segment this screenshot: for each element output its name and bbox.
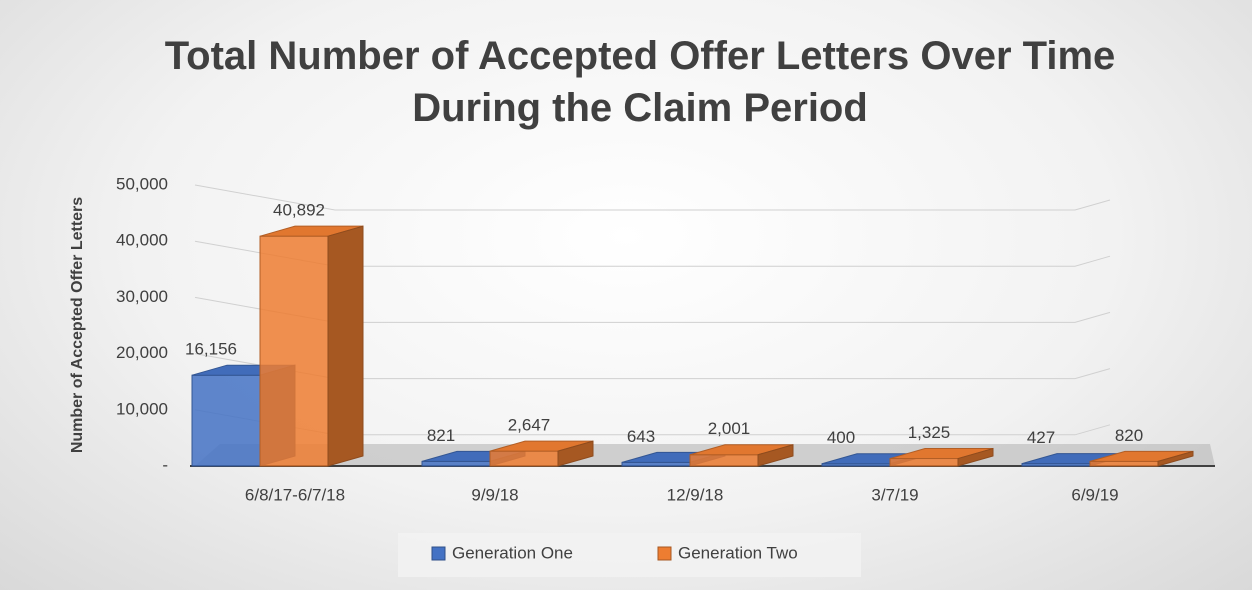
bar-side	[757, 444, 794, 467]
data-label: 1,325	[908, 423, 951, 442]
data-label: 400	[827, 428, 855, 447]
bar-side	[557, 440, 594, 467]
data-label: 2,001	[708, 419, 751, 438]
bar-front	[259, 235, 329, 467]
x-tick-label: 6/8/17-6/7/18	[245, 485, 345, 504]
chart-title: Total Number of Accepted Offer Letters O…	[164, 34, 1116, 130]
bar-front	[1089, 460, 1159, 467]
data-label: 820	[1115, 426, 1143, 445]
data-label: 821	[427, 426, 455, 445]
bar-side	[1157, 450, 1194, 467]
y-tick-label: 50,000	[116, 174, 168, 193]
data-label: 40,892	[273, 201, 325, 220]
x-tick-label: 9/9/18	[471, 485, 518, 504]
bar-side	[327, 225, 364, 467]
bar	[689, 444, 794, 467]
x-tick-label: 3/7/19	[871, 485, 918, 504]
bar	[489, 440, 594, 467]
legend-box	[398, 533, 861, 577]
data-label: 643	[627, 427, 655, 446]
bar	[259, 225, 364, 467]
bar-front	[489, 450, 559, 467]
bar-front	[621, 461, 691, 467]
y-tick-label: -	[162, 455, 168, 474]
legend-label: Generation One	[452, 543, 573, 562]
bar	[889, 447, 994, 467]
bar	[1089, 450, 1194, 467]
data-label: 427	[1027, 428, 1055, 447]
y-tick-label: 40,000	[116, 231, 168, 250]
bar-front	[191, 374, 261, 467]
data-label: 16,156	[185, 340, 237, 359]
x-tick-label: 12/9/18	[667, 485, 724, 504]
bar-front	[689, 454, 759, 467]
bar-front	[421, 460, 491, 467]
legend-swatch	[657, 546, 672, 561]
legend-label: Generation Two	[678, 543, 798, 562]
grid-line	[194, 184, 1111, 211]
bar-side	[957, 447, 994, 467]
data-label: 2,647	[508, 416, 551, 435]
legend-swatch	[431, 546, 446, 561]
x-tick-label: 6/9/19	[1071, 485, 1118, 504]
y-tick-label: 20,000	[116, 343, 168, 362]
y-axis-title: Number of Accepted Offer Letters	[69, 197, 86, 453]
y-tick-label: 10,000	[116, 399, 168, 418]
bar-front	[889, 458, 959, 467]
y-tick-label: 30,000	[116, 287, 168, 306]
